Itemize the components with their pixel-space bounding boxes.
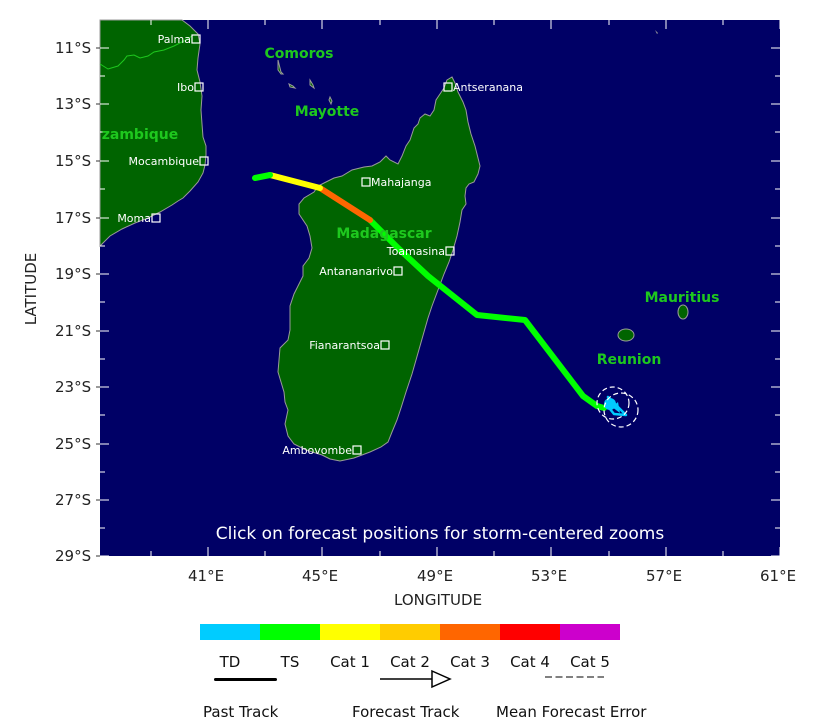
- colorbar-swatch-cat2: [380, 624, 440, 640]
- svg-text:Mocambique: Mocambique: [129, 155, 200, 168]
- colorbar-swatch-cat3: [440, 624, 500, 640]
- x-tick-label: 53°E: [531, 567, 568, 585]
- city-markers: Palma Ibo Mocambique Moma Antseranana Mahajan…: [117, 33, 523, 457]
- mean-forecast-error-label: Mean Forecast Error: [496, 703, 647, 721]
- city-toamasina: Toamasina: [386, 245, 455, 258]
- svg-text:Palma: Palma: [158, 33, 191, 46]
- colorbar-swatch-ts: [260, 624, 320, 640]
- city-fianarantsoa: Fianarantsoa: [309, 339, 390, 352]
- country-label: Comoros: [265, 46, 334, 62]
- svg-text:Ibo: Ibo: [177, 81, 194, 94]
- axis-ticks: [96, 20, 781, 557]
- y-tick-label: 13°S: [55, 95, 92, 113]
- category-label: Cat 4: [510, 653, 550, 671]
- y-tick-label: 15°S: [55, 152, 92, 170]
- y-tick-label: 11°S: [55, 39, 92, 57]
- city-moma: Moma: [117, 212, 161, 225]
- city-palma: Palma: [158, 33, 201, 46]
- svg-text:Ambovombe: Ambovombe: [282, 444, 352, 457]
- country-label: Mauritius: [645, 290, 720, 306]
- y-tick-label: 21°S: [55, 322, 92, 340]
- category-label: Cat 1: [330, 653, 370, 671]
- island-small-ne: [655, 30, 658, 34]
- svg-text:Moma: Moma: [117, 212, 151, 225]
- svg-text:Mahajanga: Mahajanga: [371, 176, 431, 189]
- country-label: Reunion: [597, 352, 662, 368]
- y-axis-title: LATITUDE: [22, 252, 40, 326]
- track-segment-ts: [252, 172, 273, 181]
- svg-text:Toamasina: Toamasina: [386, 245, 445, 258]
- city-antananarivo: Antananarivo: [319, 265, 403, 278]
- svg-text:Fianarantsoa: Fianarantsoa: [309, 339, 380, 352]
- country-label: zambique: [102, 127, 179, 143]
- city-mocambique: Mocambique: [129, 155, 209, 168]
- island-mayotte: [328, 95, 333, 106]
- colorbar-swatch-cat5: [560, 624, 620, 640]
- x-tick-label: 61°E: [760, 567, 797, 585]
- zoom-notice: Click on forecast positions for storm-ce…: [216, 524, 665, 544]
- past-track-sample: [214, 678, 277, 681]
- colorbar-swatch-td: [200, 624, 260, 640]
- city-mahajanga: Mahajanga: [361, 176, 431, 189]
- track-segment-cat1: [267, 172, 323, 191]
- track-segment-cat3: [317, 185, 373, 223]
- mean-error-dash-icon: [545, 676, 604, 678]
- island-grande-comore: [277, 59, 285, 75]
- y-tick-label: 29°S: [55, 547, 92, 565]
- x-tick-label: 41°E: [188, 567, 225, 585]
- land-madagascar: [277, 76, 481, 462]
- x-tick-label: 49°E: [417, 567, 454, 585]
- island-moheli: [288, 83, 297, 89]
- country-label: Mayotte: [295, 104, 360, 120]
- category-label: TD: [219, 653, 241, 671]
- track-segment-ts: [367, 217, 607, 411]
- city-ibo: Ibo: [177, 81, 204, 94]
- island-mauritius: [677, 304, 689, 320]
- island-reunion: [617, 328, 635, 342]
- category-label: Cat 2: [390, 653, 430, 671]
- colorbar-swatch-cat1: [320, 624, 380, 640]
- y-tick-label: 25°S: [55, 435, 92, 453]
- category-label: Cat 5: [570, 653, 610, 671]
- forecast-error-circle: [603, 392, 639, 428]
- storm-position-marker[interactable]: [604, 395, 628, 417]
- city-antseranana: Antseranana: [443, 81, 523, 94]
- y-tick-label: 17°S: [55, 209, 92, 227]
- x-axis-title: LONGITUDE: [394, 591, 483, 609]
- category-label: Cat 3: [450, 653, 490, 671]
- border-line: [99, 35, 193, 70]
- map-canvas: Palma Ibo Mocambique Moma Antseranana Mahajan…: [96, 19, 781, 557]
- country-labels: Comoros Mayotte zambique Madagascar Mauritiu…: [102, 46, 720, 368]
- forecast-track-arrow-icon: [380, 669, 452, 689]
- y-tick-label: 23°S: [55, 378, 92, 396]
- svg-text:Antananarivo: Antananarivo: [319, 265, 393, 278]
- past-track-label: Past Track: [203, 703, 279, 721]
- y-tick-label: 19°S: [55, 265, 92, 283]
- island-anjouan: [309, 78, 315, 90]
- category-label: TS: [280, 653, 300, 671]
- colorbar-swatch-cat4: [500, 624, 560, 640]
- storm-track[interactable]: [252, 172, 639, 428]
- country-label: Madagascar: [336, 226, 431, 242]
- city-ambovombe: Ambovombe: [282, 444, 362, 457]
- forecast-error-circle: [596, 386, 630, 420]
- x-tick-label: 45°E: [302, 567, 339, 585]
- svg-text:Antseranana: Antseranana: [453, 81, 523, 94]
- forecast-track-label: Forecast Track: [352, 703, 460, 721]
- y-tick-label: 27°S: [55, 491, 92, 509]
- storm-track-map: Palma Ibo Mocambique Moma Antseranana Mahajan…: [22, 19, 797, 609]
- x-tick-label: 57°E: [646, 567, 683, 585]
